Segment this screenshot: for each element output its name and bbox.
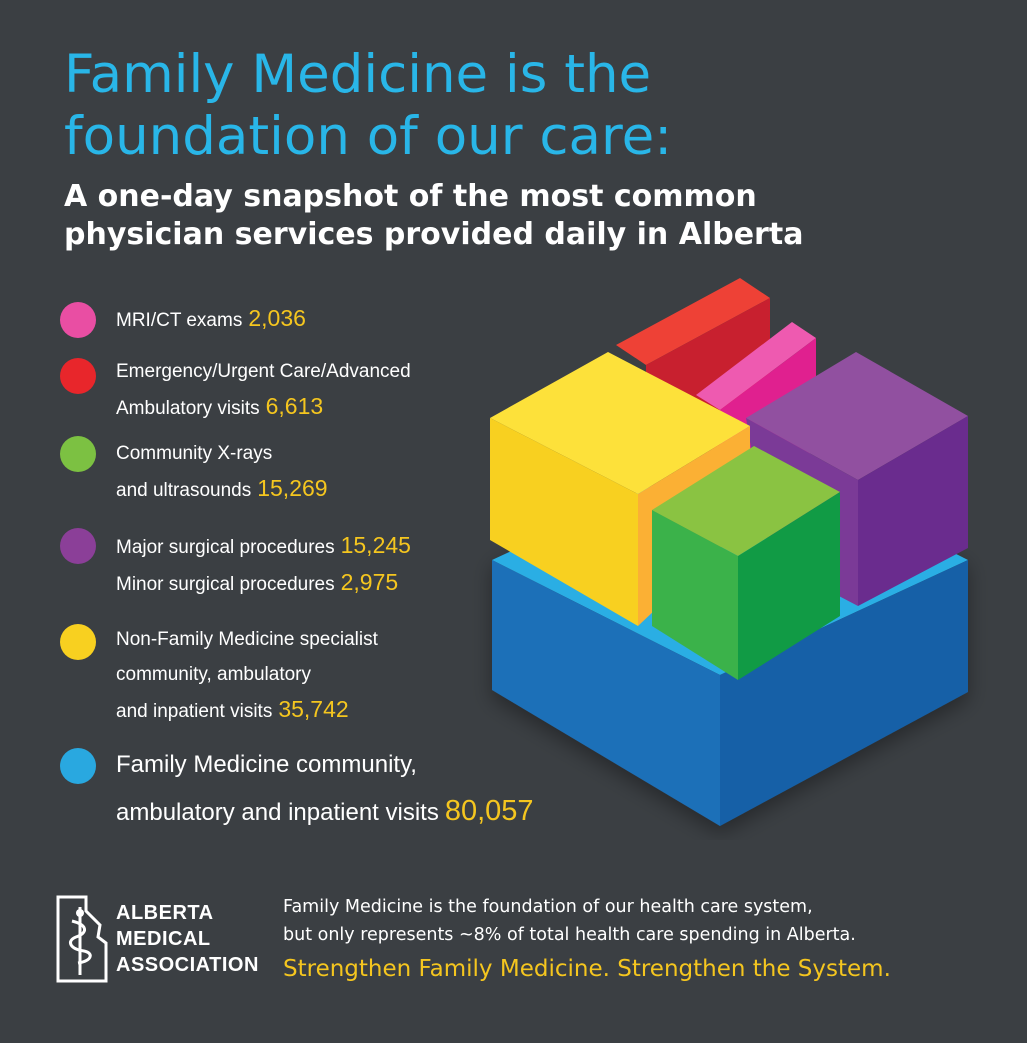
- legend-label: community, ambulatory: [116, 664, 311, 685]
- legend-label: Major surgical procedures: [116, 537, 335, 558]
- legend-value: 15,245: [340, 532, 411, 558]
- legend-dot: [60, 436, 96, 472]
- legend-value: 2,036: [248, 305, 306, 331]
- logo-line: ALBERTA: [116, 902, 214, 924]
- legend-label: Emergency/Urgent Care/Advanced: [116, 361, 411, 382]
- legend-value: 35,742: [278, 696, 349, 722]
- legend-value: 15,269: [257, 475, 328, 501]
- legend-label: and ultrasounds: [116, 480, 252, 501]
- legend-label: Non-Family Medicine specialist: [116, 629, 378, 650]
- legend-dot: [60, 624, 96, 660]
- legend-value: 80,057: [444, 795, 534, 827]
- legend-value: 2,975: [340, 569, 399, 595]
- legend-dot: [60, 748, 96, 784]
- cube-illustration: [490, 278, 968, 826]
- legend-dot: [60, 528, 96, 564]
- legend-dot: [60, 302, 96, 338]
- legend-label: Community X-rays: [116, 443, 273, 464]
- legend-label: Ambulatory visits: [116, 398, 260, 419]
- legend-label: Minor surgical procedures: [116, 574, 335, 595]
- page-title: Family Medicine is the foundation of our…: [64, 44, 673, 167]
- legend-label: MRI/CT exams: [116, 310, 243, 331]
- legend-value: 6,613: [265, 393, 324, 419]
- legend-label: ambulatory and inpatient visits: [116, 799, 439, 826]
- legend-label: and inpatient visits: [116, 701, 273, 722]
- page-subtitle: A one-day snapshot of the most common ph…: [64, 179, 804, 252]
- alberta-medical-association-logo: [56, 895, 108, 983]
- footer-text: Family Medicine is the foundation of our…: [283, 893, 1003, 949]
- logo-line: MEDICAL: [116, 928, 211, 950]
- footer-line: Family Medicine is the foundation of our…: [283, 897, 813, 917]
- tagline: Strengthen Family Medicine. Strengthen t…: [283, 956, 891, 982]
- logo-text: ALBERTA MEDICAL ASSOCIATION: [116, 900, 259, 978]
- green-block: [652, 446, 840, 680]
- logo-line: ASSOCIATION: [116, 954, 259, 976]
- footer-line: but only represents ~8% of total health …: [283, 925, 856, 945]
- legend-dot: [60, 358, 96, 394]
- legend-label: Family Medicine community,: [116, 751, 417, 778]
